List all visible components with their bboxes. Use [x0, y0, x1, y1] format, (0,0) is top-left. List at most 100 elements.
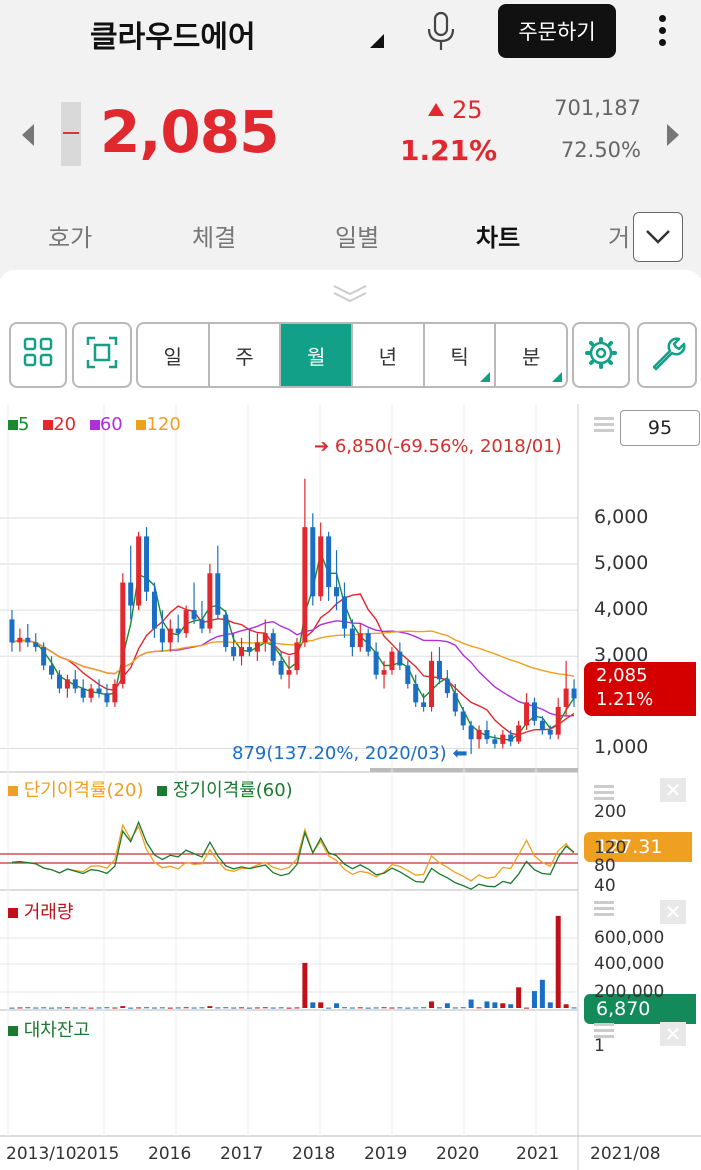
volume-bar: [563, 1004, 569, 1008]
volume-bar: [17, 1007, 23, 1009]
candle-body: [159, 628, 165, 643]
volume-tick-label: 400,000: [594, 954, 665, 974]
period-day[interactable]: 일: [138, 324, 210, 386]
price-change-pct: 1.21%: [400, 134, 498, 167]
volume-bar: [357, 1007, 363, 1009]
volume-bar: [555, 915, 561, 1008]
period-tick[interactable]: 틱: [425, 324, 497, 386]
count-box[interactable]: 95: [620, 410, 700, 446]
tab-hoga[interactable]: 호가: [48, 224, 93, 252]
chart-area[interactable]: [0, 404, 701, 1170]
short-balance-tick-label: 1: [594, 1036, 605, 1056]
disparity-tick-label: 120: [594, 838, 627, 858]
volume-bar: [183, 1007, 189, 1009]
layout-grid-button[interactable]: [9, 322, 67, 388]
candle-body: [56, 674, 62, 689]
volume-bar: [41, 1007, 47, 1009]
volume-bar: [33, 1007, 39, 1009]
volume-bar: [429, 1001, 435, 1008]
tab-daily[interactable]: 일별: [335, 224, 380, 252]
menu-lines-icon[interactable]: [594, 414, 614, 436]
candle-body: [112, 683, 118, 703]
close-icon[interactable]: ✕: [660, 1022, 686, 1046]
candle-body: [128, 582, 134, 606]
volume-bar: [516, 987, 522, 1008]
close-icon[interactable]: ✕: [660, 900, 686, 924]
volume-bar: [270, 1007, 276, 1009]
candle-body: [246, 647, 252, 652]
low-annotation: 879(137.20%, 2020/03) ⬅: [232, 743, 468, 764]
candle-body: [476, 730, 482, 740]
candle-body: [151, 591, 157, 629]
candle-body: [231, 647, 237, 657]
volume-bar: [175, 1007, 181, 1009]
collapse-chevron-icon[interactable]: [330, 282, 370, 304]
volume-bar: [484, 1001, 490, 1008]
volume-bar: [239, 1007, 245, 1009]
volume-bar: [444, 1003, 450, 1008]
legend-volume: 거래량: [8, 898, 73, 924]
candle-body: [223, 614, 229, 648]
order-button[interactable]: 주문하기: [498, 4, 616, 58]
volume-bar: [207, 1006, 213, 1008]
volume-bar: [112, 1007, 118, 1009]
candle-body: [326, 536, 332, 588]
gear-icon: [585, 337, 617, 369]
x-tick-label: 2015: [76, 1144, 120, 1164]
volume-bar: [56, 1007, 62, 1009]
candle-body: [500, 734, 506, 744]
volume-bar: [365, 1007, 371, 1009]
x-tick-label: 2016: [148, 1144, 192, 1164]
volume-bar: [294, 1007, 300, 1009]
volume-bar: [120, 1006, 126, 1008]
tab-more-button[interactable]: [633, 212, 683, 262]
tab-partial[interactable]: 거: [608, 224, 631, 252]
candle-body: [555, 706, 561, 735]
period-year[interactable]: 년: [353, 324, 425, 386]
x-tick-label: 2021: [516, 1144, 560, 1164]
volume-bar: [571, 1007, 577, 1009]
candle-body: [397, 651, 403, 666]
tools-button[interactable]: [637, 322, 697, 388]
period-selector: 일 주 월 년 틱 분: [136, 322, 568, 388]
tab-trades[interactable]: 체결: [192, 224, 237, 252]
candle-body: [389, 651, 395, 671]
next-stock-arrow-icon[interactable]: [667, 124, 679, 146]
candle-body: [9, 619, 15, 643]
dropdown-icon[interactable]: [370, 34, 384, 48]
period-minute[interactable]: 분: [496, 324, 566, 386]
chevron-down-icon: [646, 230, 670, 244]
candle-body: [183, 610, 189, 634]
menu-lines-icon[interactable]: [594, 782, 614, 804]
x-tick-label: 2018: [292, 1144, 336, 1164]
candle-body: [516, 725, 522, 742]
volume-bar: [88, 1007, 94, 1009]
more-options-icon[interactable]: [650, 12, 674, 52]
close-icon[interactable]: ✕: [660, 778, 686, 802]
price-change: 25: [428, 96, 483, 124]
volume-bar: [500, 1003, 506, 1008]
candle-body: [96, 688, 102, 694]
period-month[interactable]: 월: [281, 324, 354, 386]
candle-body: [64, 679, 70, 689]
volume-bar: [413, 1007, 419, 1009]
microphone-icon[interactable]: [424, 10, 458, 52]
settings-button[interactable]: [572, 322, 630, 388]
tab-chart[interactable]: 차트: [476, 224, 521, 252]
period-week[interactable]: 주: [210, 324, 282, 386]
x-tick-label: 2020: [436, 1144, 480, 1164]
prev-stock-arrow-icon[interactable]: [22, 124, 34, 146]
fullscreen-button[interactable]: [72, 322, 132, 388]
fullscreen-icon: [86, 336, 118, 369]
volume-bar: [349, 1007, 355, 1009]
candle-body: [349, 628, 355, 648]
candle-body: [199, 619, 205, 629]
menu-lines-icon[interactable]: [594, 1020, 614, 1042]
candle-body: [547, 730, 553, 735]
candle-body: [33, 642, 39, 648]
menu-lines-icon[interactable]: [594, 898, 614, 920]
stock-name[interactable]: 클라우드에어: [90, 20, 256, 55]
high-annotation: ➔ 6,850(-69.56%, 2018/01): [314, 436, 562, 457]
disparity-tick-label: 80: [594, 856, 616, 876]
candle-body: [381, 670, 387, 675]
